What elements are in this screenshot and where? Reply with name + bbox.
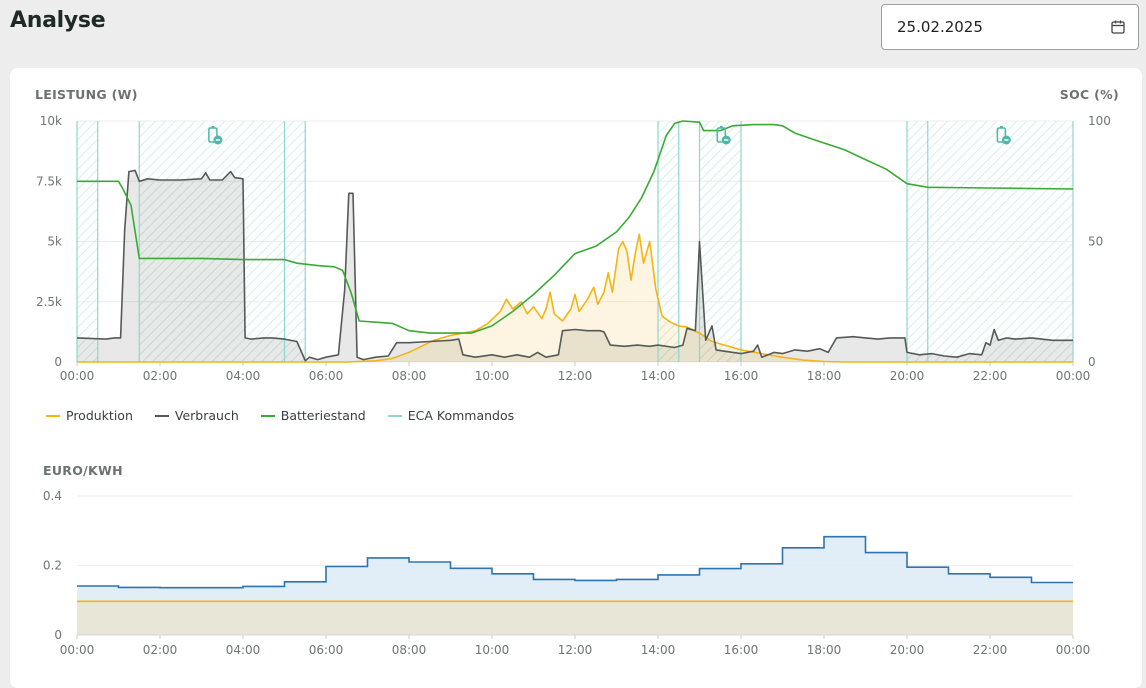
y-tick-left: 10k — [40, 114, 62, 128]
legend-item-produktion[interactable]: Produktion — [46, 408, 133, 423]
x-tick-label: 08:00 — [392, 643, 427, 657]
x-tick-label: 00:00 — [1056, 369, 1091, 383]
x-tick-label: 12:00 — [558, 369, 593, 383]
x-tick-label: 18:00 — [807, 643, 842, 657]
x-tick-label: 00:00 — [60, 643, 95, 657]
analysis-card: LEISTUNG (W) SOC (%) EURO/KWH 0 2.5k 5k 7.5… — [10, 68, 1142, 688]
battery-cap — [719, 126, 723, 128]
y-tick: 0.4 — [43, 489, 62, 503]
x-tick-label: 10:00 — [475, 369, 510, 383]
x-tick-label: 14:00 — [641, 369, 676, 383]
x-tick-label: 20:00 — [890, 643, 925, 657]
legend-label-eca-kommandos: ECA Kommandos — [407, 408, 515, 423]
battery-cap — [211, 126, 215, 128]
legend-swatch-produktion — [46, 414, 60, 417]
x-tick-label: 20:00 — [890, 369, 925, 383]
legend-swatch-eca — [387, 414, 402, 417]
x-tick-label: 02:00 — [143, 643, 178, 657]
x-tick-label: 14:00 — [641, 643, 676, 657]
legend-item-verbrauch[interactable]: Verbrauch — [154, 408, 239, 423]
power-chart: 0 2.5k 5k 7.5k 10k 0 50 100 00:00 02:00 04:00 06:00… — [36, 114, 1111, 383]
produktion-area — [77, 234, 1073, 362]
x-tick-label: 00:00 — [1056, 643, 1091, 657]
verbrauch-line — [76, 169, 1073, 362]
x-tick-label: 04:00 — [226, 643, 261, 657]
y-tick-left: 5k — [47, 235, 62, 249]
power-axis-title: LEISTUNG (W) — [35, 87, 138, 102]
y-tick: 0.2 — [43, 559, 62, 573]
soc-axis-title: SOC (%) — [1060, 87, 1119, 102]
produktion-line — [77, 233, 1073, 363]
flat-price-area — [77, 601, 1073, 635]
date-value: 25.02.2025 — [897, 18, 983, 36]
x-tick-label: 16:00 — [724, 369, 759, 383]
x-tick-label: 12:00 — [558, 643, 593, 657]
y-tick-right: 100 — [1088, 114, 1111, 128]
x-tick-label: 04:00 — [226, 369, 261, 383]
battery-discharge-icon — [208, 126, 223, 145]
x-tick-label: 16:00 — [724, 643, 759, 657]
legend-item-batteriestand[interactable]: Batteriestand — [260, 408, 366, 423]
legend-label-produktion: Produktion — [66, 408, 133, 423]
legend-swatch-batteriestand — [260, 414, 275, 417]
x-tick-label: 02:00 — [143, 369, 178, 383]
date-picker[interactable]: 25.02.2025 — [881, 4, 1139, 50]
price-step-line — [77, 535, 1073, 589]
battery-cap — [999, 126, 1003, 128]
legend-swatch-verbrauch — [154, 414, 169, 417]
x-tick-label: 18:00 — [807, 369, 842, 383]
y-tick-right: 0 — [1088, 355, 1096, 369]
price-chart: 0 0.2 0.4 00:00 02:00 04:00 06:00 08:00 10:00 12:… — [43, 489, 1090, 657]
page-title: Analyse — [10, 8, 106, 33]
y-tick-right: 50 — [1088, 235, 1103, 249]
x-tick-label: 08:00 — [392, 369, 427, 383]
calendar-icon[interactable] — [1109, 19, 1126, 36]
battery-discharge-icon — [996, 126, 1011, 145]
batteriestand-line — [77, 120, 1074, 334]
price-axis-title: EURO/KWH — [43, 463, 123, 478]
y-tick-left: 0 — [54, 355, 62, 369]
legend-label-verbrauch: Verbrauch — [174, 408, 239, 423]
x-tick-label: 06:00 — [309, 643, 344, 657]
legend-item-eca-kommandos[interactable]: ECA Kommandos — [387, 408, 515, 423]
charts-canvas: LEISTUNG (W) SOC (%) EURO/KWH 0 2.5k 5k 7.5… — [35, 87, 1119, 657]
x-tick-label: 00:00 — [60, 369, 95, 383]
y-tick-left: 2.5k — [36, 295, 62, 309]
y-tick: 0 — [54, 628, 62, 642]
x-tick-label: 22:00 — [973, 369, 1008, 383]
legend-label-batteriestand: Batteriestand — [280, 408, 366, 423]
verbrauch-area — [77, 170, 1073, 362]
x-tick-label: 06:00 — [309, 369, 344, 383]
battery-discharge-icon — [716, 126, 731, 145]
x-tick-label: 10:00 — [475, 643, 510, 657]
power-legend: Produktion Verbrauch Batteriestand ECA K… — [46, 408, 514, 423]
x-tick-label: 22:00 — [973, 643, 1008, 657]
y-tick-left: 7.5k — [36, 174, 62, 188]
